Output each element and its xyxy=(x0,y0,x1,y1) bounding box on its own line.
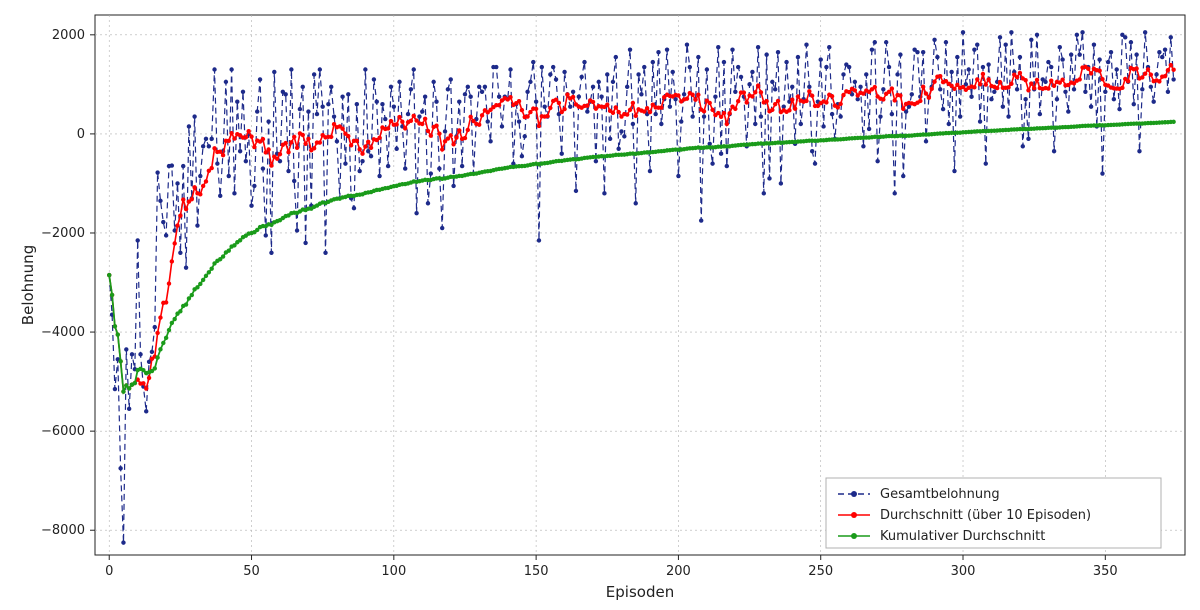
x-tick-label: 350 xyxy=(1093,564,1118,579)
y-tick-label: 0 xyxy=(77,127,85,142)
x-tick-label: 250 xyxy=(808,564,833,579)
x-tick-label: 150 xyxy=(524,564,549,579)
y-tick-label: 2000 xyxy=(52,28,85,43)
x-tick-label: 50 xyxy=(243,564,260,579)
series-gesamtbelohnung xyxy=(107,30,1176,545)
y-tick-label: −6000 xyxy=(41,424,85,439)
x-tick-label: 300 xyxy=(951,564,976,579)
x-tick-label: 200 xyxy=(666,564,691,579)
x-axis-label: Episoden xyxy=(606,583,674,601)
legend: Gesamtbelohnung Durchschnitt (über 10 Epi… xyxy=(826,478,1161,548)
legend-label: Gesamtbelohnung xyxy=(880,487,1000,502)
reward-chart: 0 50 100 150 200 250 300 350 −8000 −6000 −4000 −200… xyxy=(0,0,1200,610)
y-axis-label: Belohnung xyxy=(19,245,37,325)
y-tick-label: −8000 xyxy=(41,523,85,538)
y-tick-label: −2000 xyxy=(41,226,85,241)
y-tick-label: −4000 xyxy=(41,325,85,340)
x-tick-label: 100 xyxy=(381,564,406,579)
series-durchschnitt-ber-10-episoden- xyxy=(107,63,1176,394)
x-tick-label: 0 xyxy=(105,564,113,579)
legend-label: Durchschnitt (über 10 Episoden) xyxy=(880,508,1091,523)
legend-label: Kumulativer Durchschnitt xyxy=(880,529,1045,544)
